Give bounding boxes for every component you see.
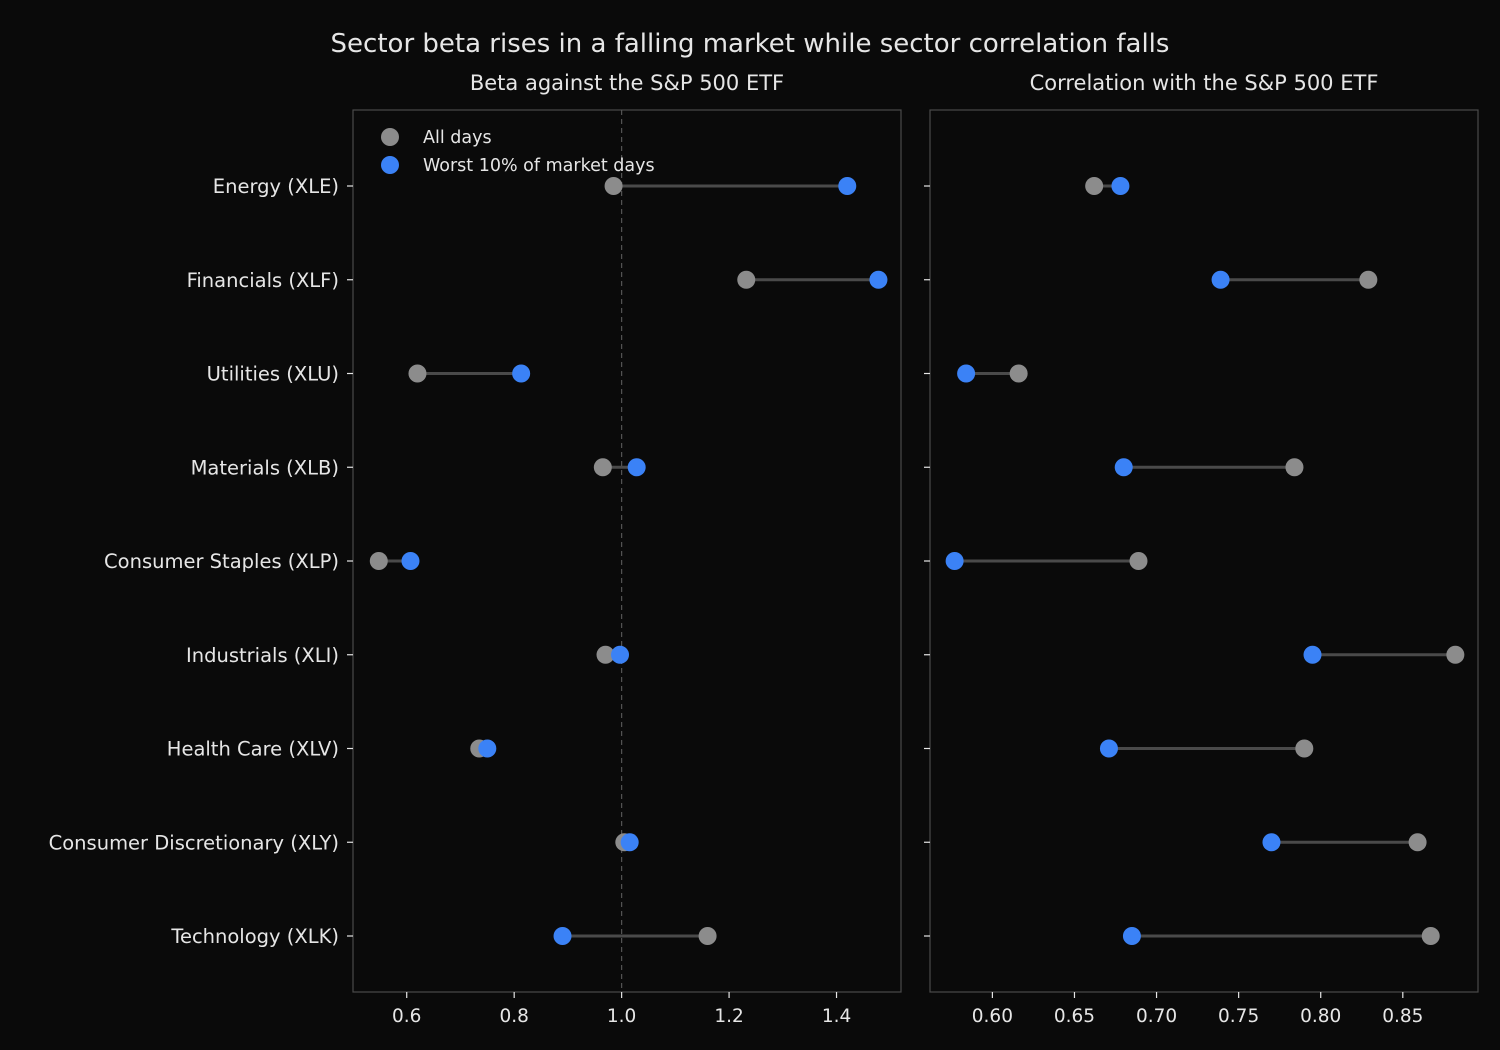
legend-label: Worst 10% of market days (423, 156, 655, 176)
point-worst-days (1099, 739, 1118, 758)
point-worst-days (627, 458, 646, 477)
legend-marker (381, 128, 399, 146)
point-worst-days (620, 833, 639, 852)
x-tick-label: 0.8 (499, 1006, 528, 1027)
point-all-days (369, 552, 388, 570)
x-tick-label: 1.0 (607, 1006, 636, 1027)
x-tick-label: 0.75 (1218, 1006, 1259, 1027)
category-label: Health Care (XLV) (167, 738, 339, 761)
point-all-days (1408, 833, 1427, 852)
category-label: Energy (XLE) (213, 175, 339, 198)
point-all-days (593, 458, 612, 477)
category-label: Consumer Discretionary (XLY) (49, 831, 339, 854)
category-label: Materials (XLB) (191, 456, 339, 479)
point-all-days (1295, 739, 1314, 758)
category-label: Utilities (XLU) (207, 363, 339, 386)
point-all-days (1009, 364, 1028, 383)
panel-1: Beta against the S&P 500 ETF 0.6 0.8 1.0 1.2… (49, 71, 902, 1027)
category-label: Consumer Staples (XLP) (104, 550, 339, 573)
point-all-days (604, 177, 623, 195)
point-all-days (1421, 927, 1440, 945)
x-tick-label: 0.85 (1382, 1006, 1423, 1027)
point-worst-days (1114, 458, 1133, 477)
point-worst-days (838, 177, 857, 195)
point-worst-days (611, 645, 630, 664)
panel-subtitle: Beta against the S&P 500 ETF (470, 71, 784, 95)
legend: All days Worst 10% of market days (381, 128, 655, 176)
point-worst-days (869, 270, 888, 289)
x-tick-label: 1.4 (822, 1006, 851, 1027)
point-worst-days (512, 364, 531, 383)
point-all-days (1359, 270, 1378, 289)
legend-label: All days (423, 128, 492, 148)
category-label: Financials (XLF) (187, 269, 339, 292)
panel-2: Correlation with the S&P 500 ETF 0.60 0.65… (924, 71, 1479, 1027)
point-all-days (1446, 645, 1465, 664)
x-tick-label: 1.2 (714, 1006, 743, 1027)
x-tick-label: 0.60 (972, 1006, 1013, 1027)
point-all-days (737, 270, 756, 289)
point-worst-days (1303, 645, 1322, 664)
plot-frame (352, 109, 902, 993)
point-all-days (408, 364, 427, 383)
point-worst-days (945, 552, 964, 570)
point-all-days (698, 927, 717, 945)
panel-subtitle: Correlation with the S&P 500 ETF (1030, 71, 1379, 95)
point-worst-days (1122, 927, 1141, 945)
x-tick-label: 0.80 (1300, 1006, 1341, 1027)
chart-title: Sector beta rises in a falling market wh… (331, 29, 1170, 59)
category-label: Technology (XLK) (170, 925, 339, 948)
x-tick-label: 0.65 (1054, 1006, 1095, 1027)
point-worst-days (553, 927, 572, 945)
category-label: Industrials (XLI) (186, 644, 339, 667)
point-worst-days (957, 364, 976, 383)
point-worst-days (478, 739, 497, 758)
point-all-days (1129, 552, 1148, 570)
point-all-days (596, 645, 615, 664)
x-tick-label: 0.70 (1136, 1006, 1177, 1027)
point-worst-days (401, 552, 420, 570)
point-all-days (1085, 177, 1104, 195)
legend-marker (381, 156, 399, 174)
point-all-days (1285, 458, 1304, 477)
point-worst-days (1262, 833, 1281, 852)
point-worst-days (1211, 270, 1230, 289)
plot-frame (929, 109, 1479, 993)
point-worst-days (1111, 177, 1130, 195)
x-tick-label: 0.6 (392, 1006, 421, 1027)
